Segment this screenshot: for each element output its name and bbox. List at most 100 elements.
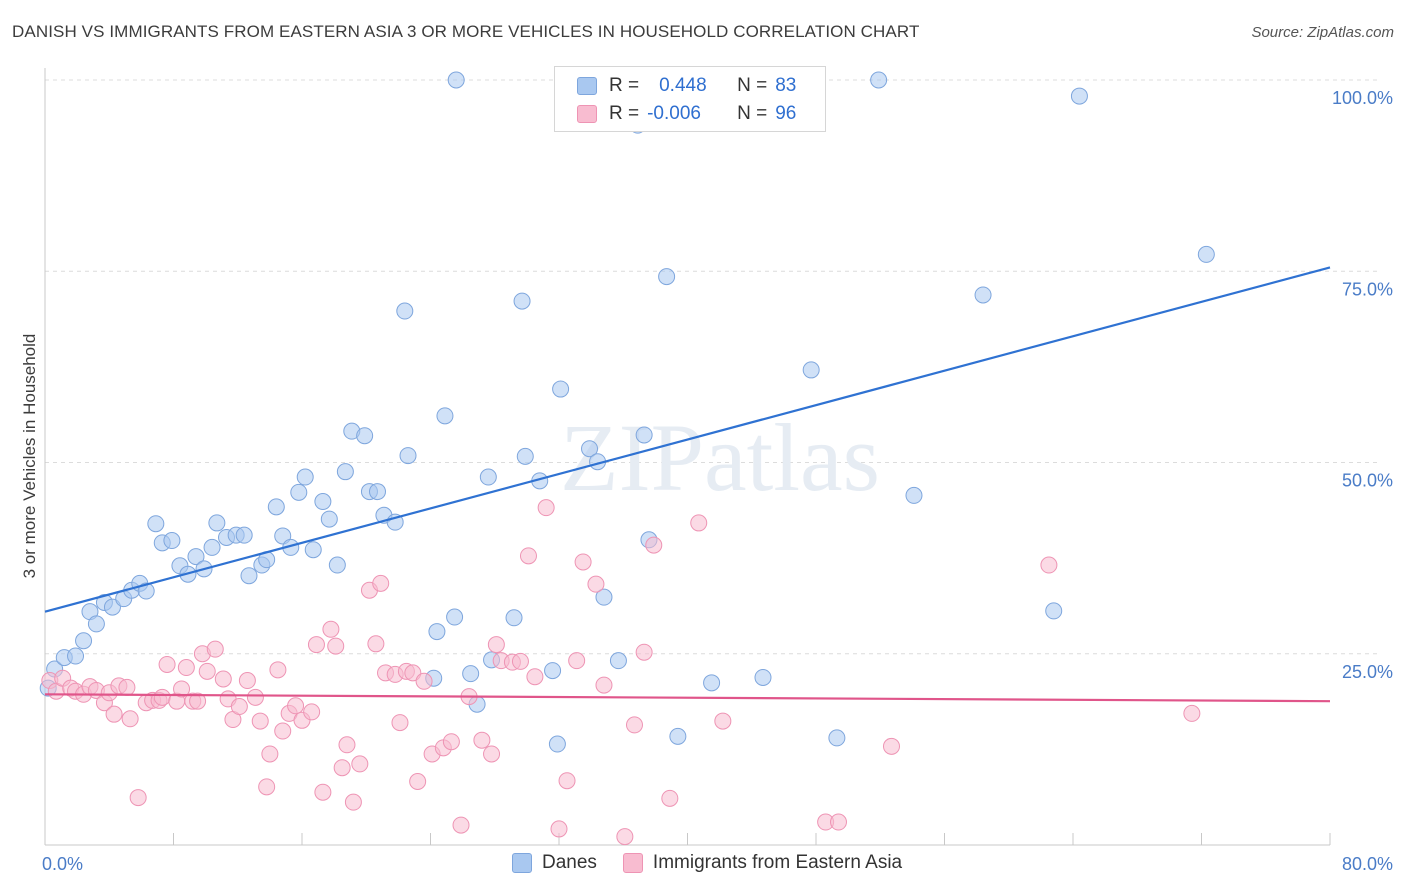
immigrants-legend-label: Immigrants from Eastern Asia: [652, 852, 903, 873]
immigrants-point: [189, 692, 207, 710]
immigrants-point: [616, 828, 634, 846]
danes-point: [703, 674, 721, 692]
danes-point: [356, 427, 374, 445]
immigrants-point: [550, 820, 568, 838]
immigrants-point: [153, 688, 171, 706]
danes-point: [595, 588, 613, 606]
danes-point: [428, 623, 446, 641]
immigrants-point: [230, 698, 248, 716]
danes-point: [304, 541, 322, 559]
y-tick-label: 100.0%: [1332, 88, 1393, 108]
immigrants-point: [645, 536, 663, 554]
immigrants-point: [595, 676, 613, 694]
danes-point: [479, 468, 497, 486]
immigrants-point: [690, 514, 708, 532]
legend-row-immigrants: R = -0.006 N = 96: [577, 101, 796, 127]
immigrants-point: [338, 736, 356, 754]
immigrants-point: [473, 731, 491, 749]
x-tick-label-min: 0.0%: [42, 854, 83, 874]
danes-legend-label: Danes: [542, 852, 597, 873]
immigrants-trend-line: [44, 693, 1331, 703]
immigrants-point: [442, 733, 460, 751]
gridlines: [45, 79, 1380, 655]
immigrants-point: [121, 710, 139, 728]
y-tick-label: 50.0%: [1342, 471, 1393, 491]
trend-lines: [44, 266, 1331, 703]
immigrants-n-label: N =: [737, 103, 768, 124]
y-tick-labels: 25.0% 50.0% 75.0% 100.0%: [1332, 88, 1393, 682]
immigrants-point: [177, 659, 195, 677]
danes-point: [436, 407, 454, 425]
danes-point: [802, 361, 820, 379]
danes-point: [87, 615, 105, 633]
immigrants-swatch: [577, 105, 597, 123]
legend-row-danes: R = 0.448 N = 83: [577, 73, 796, 99]
immigrants-point: [274, 722, 292, 740]
immigrants-point: [714, 712, 732, 730]
chart-title: DANISH VS IMMIGRANTS FROM EASTERN ASIA 3…: [12, 22, 920, 41]
danes-point: [208, 514, 226, 532]
immigrants-point: [526, 668, 544, 686]
immigrants-points: [41, 499, 1201, 846]
immigrants-point: [882, 737, 900, 755]
series-legend: Danes Immigrants from Eastern Asia: [512, 852, 928, 874]
immigrants-point: [1183, 704, 1201, 722]
danes-point: [296, 468, 314, 486]
danes-point: [75, 632, 93, 650]
source-label: Source: ZipAtlas.com: [1251, 24, 1394, 41]
immigrants-point: [625, 716, 643, 734]
immigrants-point: [487, 636, 505, 654]
immigrants-point: [251, 712, 269, 730]
immigrants-point: [269, 661, 287, 679]
immigrants-point: [258, 778, 276, 796]
immigrants-point: [118, 678, 136, 696]
legend-item-danes: Danes: [512, 852, 597, 874]
danes-n-label: N =: [737, 75, 768, 96]
danes-point: [290, 483, 308, 501]
danes-point: [163, 532, 181, 550]
danes-trend-line: [44, 266, 1331, 613]
danes-point: [235, 526, 253, 544]
immigrants-point: [372, 574, 390, 592]
immigrants-point: [322, 620, 340, 638]
immigrants-point: [261, 745, 279, 763]
immigrants-point: [568, 652, 586, 670]
immigrants-point: [574, 553, 592, 571]
immigrants-point: [307, 636, 325, 654]
danes-point: [336, 463, 354, 481]
immigrants-n-value: 96: [775, 103, 797, 124]
immigrants-point: [829, 813, 847, 831]
danes-point: [137, 582, 155, 600]
y-tick-label: 75.0%: [1342, 279, 1393, 299]
danes-point: [828, 729, 846, 747]
danes-point: [905, 486, 923, 504]
y-axis-label: 3 or more Vehicles in Household: [20, 334, 39, 579]
immigrants-point: [303, 703, 321, 721]
immigrants-point: [246, 688, 264, 706]
stats-legend: R = 0.448 N = 83 R = -0.006 N = 96: [554, 66, 826, 132]
x-tick-label-max: 80.0%: [1342, 854, 1393, 874]
danes-point: [635, 426, 653, 444]
immigrants-point: [344, 793, 362, 811]
immigrants-point: [287, 697, 305, 715]
immigrants-point: [558, 772, 576, 790]
danes-point: [548, 735, 566, 753]
danes-point: [446, 608, 464, 626]
immigrants-point: [158, 655, 176, 673]
danes-point: [328, 556, 346, 574]
danes-point: [513, 292, 531, 310]
immigrants-point: [635, 643, 653, 661]
danes-point: [544, 662, 562, 680]
danes-point: [552, 380, 570, 398]
danes-point: [314, 493, 332, 511]
immigrants-point: [206, 640, 224, 658]
danes-point: [267, 498, 285, 516]
danes-point: [203, 538, 221, 556]
danes-point: [974, 286, 992, 304]
immigrants-point: [519, 547, 537, 565]
immigrants-point: [483, 745, 501, 763]
danes-point: [669, 727, 687, 745]
danes-point: [447, 71, 465, 89]
immigrants-point: [409, 773, 427, 791]
